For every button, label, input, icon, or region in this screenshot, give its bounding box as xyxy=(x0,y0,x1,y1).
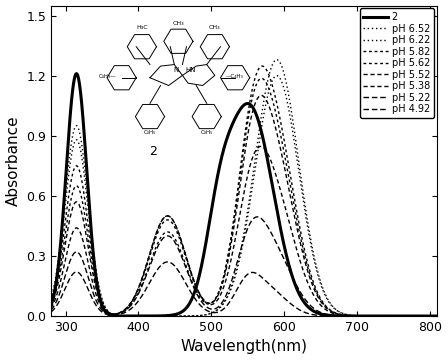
Line: 2: 2 xyxy=(51,74,437,316)
pH 6.22 xyxy=(48,298,54,302)
pH 5.82 xyxy=(353,314,358,318)
pH 6.52 xyxy=(423,314,428,318)
pH 5.52 xyxy=(434,314,439,318)
2 xyxy=(48,303,54,307)
Line: pH 5.22: pH 5.22 xyxy=(51,217,437,316)
pH 4.92 xyxy=(423,314,429,318)
Line: pH 6.22: pH 6.22 xyxy=(51,76,437,316)
2 xyxy=(236,109,241,114)
pH 5.22 xyxy=(226,288,231,292)
pH 6.22 xyxy=(353,314,358,318)
pH 4.92 xyxy=(226,301,231,306)
2 xyxy=(353,314,358,318)
Line: pH 5.82: pH 5.82 xyxy=(51,66,437,316)
2 xyxy=(434,314,439,318)
pH 5.38 xyxy=(226,269,231,273)
pH 5.62 xyxy=(236,184,241,188)
pH 5.52 xyxy=(258,93,264,98)
2 xyxy=(423,314,429,318)
pH 6.22 xyxy=(423,314,429,318)
pH 5.82 xyxy=(434,314,439,318)
pH 4.92 xyxy=(434,314,439,318)
pH 5.82 xyxy=(68,181,73,185)
Line: pH 6.52: pH 6.52 xyxy=(51,60,437,316)
pH 6.52 xyxy=(353,314,358,318)
pH 5.82 xyxy=(423,314,429,318)
pH 5.22 xyxy=(236,255,241,259)
pH 5.38 xyxy=(423,314,428,318)
pH 5.22 xyxy=(48,308,54,312)
pH 6.52 xyxy=(48,297,54,301)
pH 5.62 xyxy=(423,314,428,318)
Text: 2: 2 xyxy=(149,145,157,158)
pH 5.38 xyxy=(236,219,241,223)
pH 5.82 xyxy=(259,64,265,68)
pH 5.62 xyxy=(434,314,439,318)
X-axis label: Wavelength(nm): Wavelength(nm) xyxy=(181,339,307,355)
pH 5.82 xyxy=(236,180,241,184)
Line: pH 4.92: pH 4.92 xyxy=(51,262,437,316)
pH 5.52 xyxy=(48,303,54,308)
pH 5.38 xyxy=(258,144,263,149)
pH 5.62 xyxy=(353,314,358,318)
pH 6.52 xyxy=(226,292,231,296)
pH 5.38 xyxy=(423,314,429,318)
pH 5.22 xyxy=(423,314,428,318)
pH 5.52 xyxy=(226,256,231,261)
pH 5.38 xyxy=(434,314,439,318)
2 xyxy=(423,314,428,318)
Line: pH 5.38: pH 5.38 xyxy=(51,147,437,316)
2 xyxy=(74,72,79,76)
pH 5.52 xyxy=(423,314,428,318)
pH 5.52 xyxy=(423,314,429,318)
pH 5.52 xyxy=(236,192,241,197)
pH 5.22 xyxy=(68,257,73,262)
pH 5.62 xyxy=(226,252,231,257)
pH 6.22 xyxy=(68,158,73,162)
Y-axis label: Absorbance: Absorbance xyxy=(5,116,21,206)
pH 4.92 xyxy=(353,314,358,318)
2 xyxy=(68,108,73,112)
pH 5.52 xyxy=(68,213,73,217)
pH 6.22 xyxy=(226,293,231,297)
Line: pH 5.62: pH 5.62 xyxy=(51,78,437,316)
pH 4.92 xyxy=(68,275,73,279)
pH 6.22 xyxy=(274,73,280,78)
pH 5.52 xyxy=(353,314,358,318)
pH 5.22 xyxy=(254,215,260,219)
pH 5.62 xyxy=(423,314,429,318)
pH 4.92 xyxy=(165,260,170,264)
pH 5.62 xyxy=(48,302,54,306)
pH 6.52 xyxy=(274,58,280,62)
pH 5.22 xyxy=(353,314,358,318)
pH 6.22 xyxy=(236,261,241,266)
pH 5.38 xyxy=(353,314,358,318)
pH 6.52 xyxy=(423,314,429,318)
pH 4.92 xyxy=(236,284,241,288)
pH 6.52 xyxy=(434,314,439,318)
pH 5.82 xyxy=(48,300,54,305)
pH 6.22 xyxy=(423,314,428,318)
pH 5.62 xyxy=(68,199,73,203)
Legend: 2, pH 6.52, pH 6.22, pH 5.82, pH 5.62, pH 5.52, pH 5.38, pH 5.22, pH 4.92: 2, pH 6.52, pH 6.22, pH 5.82, pH 5.62, p… xyxy=(360,9,434,118)
Line: pH 5.52: pH 5.52 xyxy=(51,95,437,316)
2 xyxy=(226,131,231,136)
pH 5.82 xyxy=(423,314,428,318)
pH 6.22 xyxy=(434,314,439,318)
pH 5.38 xyxy=(48,306,54,310)
pH 5.62 xyxy=(259,76,264,81)
pH 6.52 xyxy=(68,146,73,150)
pH 5.38 xyxy=(68,236,73,240)
pH 6.52 xyxy=(236,258,241,262)
pH 4.92 xyxy=(48,310,54,314)
pH 5.22 xyxy=(434,314,439,318)
pH 4.92 xyxy=(423,314,428,318)
pH 5.82 xyxy=(226,251,231,255)
pH 5.22 xyxy=(423,314,429,318)
